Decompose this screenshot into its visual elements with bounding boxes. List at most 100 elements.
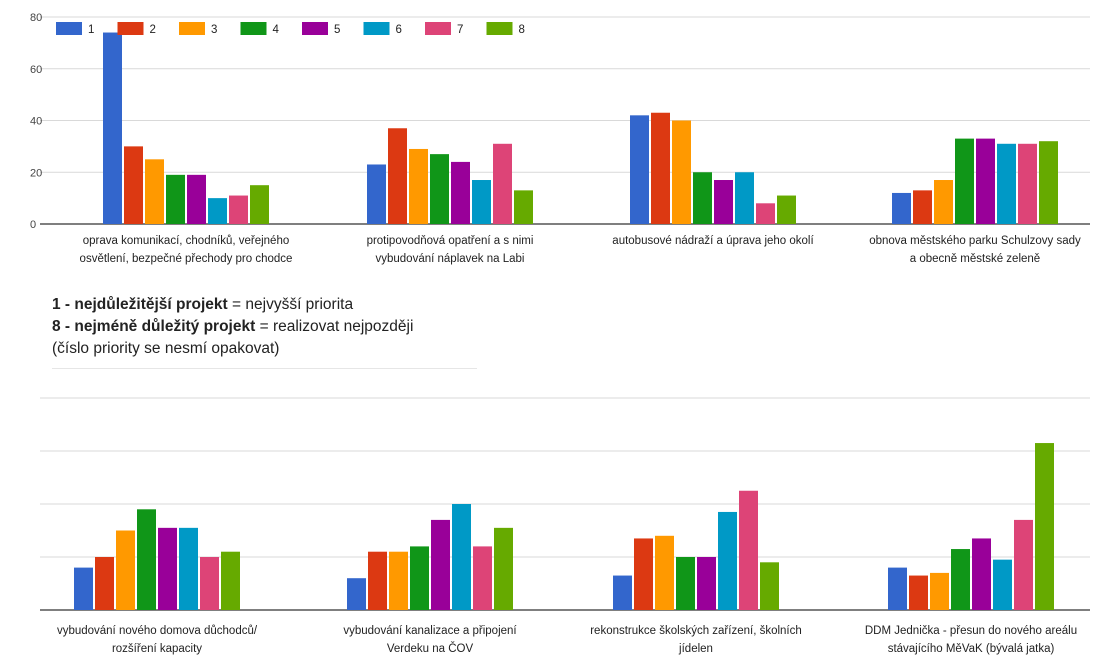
note-line-1: 1 - nejdůležitější projekt = nejvyšší pr… [52,294,413,316]
bar-5 [158,527,177,610]
legend-swatch-3 [179,22,205,35]
bar-5 [714,180,733,224]
bar-4 [693,172,712,224]
bar-3 [672,120,691,224]
bar-2 [651,112,670,224]
category-label: stávajícího MěVaK (bývalá jatka) [888,643,1055,655]
bar-7 [200,557,219,610]
bar-4 [166,174,185,224]
bar-6 [997,143,1016,224]
bar-6 [208,198,227,224]
legend-swatch-7 [425,22,451,35]
bar-7 [473,546,492,610]
y-tick-label: 80 [30,12,42,24]
y-tick-label: 20 [30,167,42,179]
bar-7 [756,203,775,224]
legend-label: 6 [396,24,402,36]
bar-1 [103,32,122,225]
bar-7 [739,490,758,610]
bar-5 [431,519,450,610]
bar-2 [124,146,143,224]
category-label: vybudování kanalizace a připojení [343,625,517,637]
bar-1 [892,192,911,224]
bar-2 [388,128,407,224]
note-line-2-bold: 8 - nejméně důležitý projekt [52,318,256,335]
bar-8 [221,551,240,610]
note-line-1-bold: 1 - nejdůležitější projekt [52,296,228,313]
category-label: rozšíření kapacity [112,643,202,655]
category-label: obnova městského parku Schulzovy sady [869,235,1081,247]
bar-1 [367,164,386,224]
bar-8 [1039,141,1058,224]
legend-swatch-4 [240,22,267,35]
legend-label: 4 [273,24,280,36]
bar-4 [430,154,449,224]
bar-8 [250,185,269,224]
y-tick-label: 40 [30,116,42,128]
category-label: rekonstrukce školských zařízení, školníc… [590,625,802,637]
category-label: jídelen [678,643,713,655]
bar-1 [888,567,907,610]
bar-3 [655,535,674,610]
bar-6 [452,504,471,610]
bar-1 [347,578,366,610]
bar-5 [697,557,716,610]
legend-swatch-6 [363,22,390,35]
bar-4 [137,509,156,610]
category-label: a obecně městské zeleně [910,253,1040,265]
bar-6 [993,559,1012,610]
bar-2 [368,551,387,610]
bar-5 [976,138,995,224]
legend-label: 7 [457,24,463,36]
note-line-2-rest: = realizovat nejpozději [255,318,414,335]
bar-8 [777,195,796,224]
legend-label: 3 [211,24,217,36]
bar-3 [145,159,164,224]
bar-1 [613,575,632,610]
category-label: DDM Jednička - přesun do nového areálu [865,625,1077,637]
bar-4 [410,546,429,610]
bar-7 [1014,519,1033,610]
bar-4 [951,549,970,610]
y-tick-label: 0 [30,219,36,231]
bar-1 [630,115,649,224]
category-label: autobusové nádraží a úprava jeho okolí [612,235,814,247]
bar-2 [909,575,928,610]
note-line-3: (číslo priority se nesmí opakovat) [52,340,280,357]
bar-2 [913,190,932,224]
bar-8 [1035,443,1054,610]
category-label: Verdeku na ČOV [387,642,474,655]
category-label: osvětlení, bezpečné přechody pro chodce [80,253,293,265]
legend-label: 1 [88,24,94,36]
category-label: oprava komunikací, chodníků, veřejného [83,235,289,247]
bar-7 [493,143,512,224]
bar-5 [187,174,206,224]
legend-swatch-2 [117,22,144,35]
priority-note: 1 - nejdůležitější projekt = nejvyšší pr… [52,294,413,360]
category-label: vybudování náplavek na Labi [376,253,525,265]
legend-swatch-8 [486,22,513,35]
legend-label: 8 [519,24,525,36]
bar-3 [934,180,953,224]
bar-4 [955,138,974,224]
y-tick-label: 60 [30,64,42,76]
bar-3 [409,148,428,224]
legend-label: 2 [150,24,156,36]
bar-7 [229,195,248,224]
note-line-2: 8 - nejméně důležitý projekt = realizova… [52,316,413,338]
bar-8 [514,190,533,224]
bar-6 [472,180,491,224]
bar-8 [760,562,779,610]
bar-4 [676,557,695,610]
bar-8 [494,527,513,610]
bar-5 [451,161,470,224]
bar-6 [179,527,198,610]
legend-swatch-5 [302,22,328,35]
note-line-1-rest: = nejvyšší priorita [227,296,354,313]
bar-6 [735,172,754,224]
bar-2 [95,557,114,610]
bar-3 [389,551,408,610]
category-label: protipovodňová opatření a s nimi [367,235,534,247]
legend-label: 5 [334,24,340,36]
